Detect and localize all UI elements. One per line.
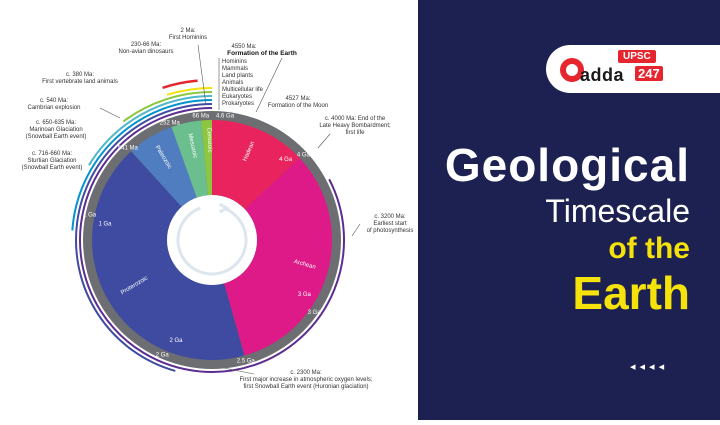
anno-hominins-line: 2 Ma:	[180, 28, 195, 34]
ga-tick-label: 4 Ga	[297, 153, 311, 159]
anno-moon-line: Formation of the Moon	[268, 103, 328, 109]
leader-line	[317, 133, 331, 149]
anno-dinosaurs: 230-66 Ma: Non-avian dinosaurs	[118, 42, 173, 55]
anno-cambrian: c. 540 Ma: Cambrian explosion	[27, 98, 80, 111]
legend-item: Mammals	[222, 66, 248, 72]
logo-icon-inner	[566, 64, 578, 76]
ga-tick-label: 2.5 Ga	[237, 358, 256, 364]
inner-age-label: 2 Ga	[169, 338, 183, 344]
anno-dinosaurs-line: 230-66 Ma:	[131, 42, 162, 48]
anno-marinoan-line: (Snowball Earth event)	[26, 134, 87, 140]
ga-tick-label: 1 Ga	[83, 213, 97, 219]
cycle-arrow-icon	[176, 206, 248, 276]
arc-multicellular	[71, 99, 213, 231]
anno-formation-title-line: Formation of the Earth	[227, 50, 297, 57]
anno-vertebrate-line: First vertebrate land animals	[42, 79, 118, 85]
anno-formation-title: Formation of the Earth	[227, 50, 297, 57]
sector-archean	[224, 158, 332, 356]
label-archean: Archean	[293, 259, 316, 271]
sector-proterozoic	[91, 151, 245, 361]
title-line-2: Timescale	[545, 193, 690, 229]
anno-marinoan-line: c. 650-635 Ma:	[36, 120, 76, 126]
anno-photosynthesis-line: c. 3200 Ma:	[374, 214, 406, 220]
ga-tick-label: 66 Ma	[192, 114, 209, 120]
sector-mesozoic	[171, 120, 208, 198]
arc-mammals	[166, 87, 213, 96]
anno-bombardment-line: Late Heavy Bombardment;	[319, 123, 391, 129]
anno-cambrian-line: Cambrian explosion	[27, 105, 80, 111]
anno-oxygen: c. 2300 Ma: First major increase in atmos…	[239, 370, 372, 390]
anno-photosynthesis: c. 3200 Ma: Earliest start of photosynthes…	[367, 214, 414, 234]
anno-marinoan: c. 650-635 Ma: Marinoan Glaciation (Snowba…	[26, 120, 87, 140]
arc-prokaryotes	[79, 107, 345, 373]
arc-dinosaurs	[162, 79, 198, 90]
anno-photosynthesis-line: of photosynthesis	[367, 228, 414, 234]
anno-dinosaurs-line: Non-avian dinosaurs	[118, 49, 173, 55]
sector-cenozoic	[201, 120, 212, 196]
anno-vertebrate-line: c. 380 Ma:	[66, 72, 94, 78]
anno-moon: 4527 Ma: Formation of the Moon	[268, 96, 328, 109]
label-mesozoic: Mesozoic	[186, 133, 197, 159]
sector-paleozoic	[131, 127, 197, 207]
label-cenozoic: Cenozoic	[205, 127, 212, 152]
anno-oxygen-line: first Snowball Earth event (Huronian gla…	[243, 384, 368, 390]
arc-land-plants	[122, 91, 213, 123]
anno-photosynthesis-line: Earliest start	[373, 221, 407, 227]
anno-hominins: 2 Ma: First Hominins	[169, 28, 207, 41]
anno-bombardment-line: first life	[345, 130, 365, 136]
arc-eukaryotes	[75, 103, 213, 372]
anno-oxygen-line: c. 2300 Ma:	[290, 370, 322, 376]
anno-bombardment-line: c. 4000 Ma: End of the	[325, 116, 386, 122]
title-line-1: Geological	[444, 139, 690, 191]
ga-tick-label: 252 Ma	[160, 120, 181, 126]
anno-sturtian-line: c. 716-660 Ma:	[32, 151, 72, 157]
anno-bombardment: c. 4000 Ma: End of the Late Heavy Bombard…	[319, 116, 391, 136]
sector-hadean	[212, 120, 300, 210]
anno-marinoan-line: Marinoan Glaciation	[29, 127, 82, 133]
anno-moon-line: 4527 Ma:	[285, 96, 310, 102]
cycle-arrowhead-icon	[218, 202, 230, 214]
inner-age-label: 3 Ga	[298, 292, 312, 298]
legend-item: Eukaryotes	[222, 94, 252, 100]
center-disk	[167, 195, 257, 285]
inner-age-label: 1 Ga	[98, 221, 112, 227]
anno-formation-age: 4550 Ma:	[231, 44, 256, 50]
legend-item: Land plants	[222, 73, 253, 79]
legend-item: Animals	[222, 80, 243, 86]
leader-line	[99, 107, 121, 119]
ga-tick-label: 4.6 Ga	[216, 114, 235, 120]
upsc-badge: UPSC	[618, 50, 656, 63]
legend-item: Hominins	[222, 59, 247, 65]
brand-number: 247	[635, 66, 663, 81]
arc-animals	[88, 95, 213, 166]
leader-line	[255, 57, 283, 113]
anno-hominins-line: First Hominins	[169, 35, 207, 41]
legend-item: Prokaryotes	[222, 101, 254, 107]
anno-cambrian-line: c. 540 Ma:	[40, 98, 68, 104]
leader-line	[351, 223, 361, 237]
ga-tick-label: 2 Ga	[156, 353, 170, 359]
leader-line	[223, 367, 255, 375]
anno-vertebrate: c. 380 Ma: First vertebrate land animals	[42, 72, 118, 85]
anno-formation-age-line: 4550 Ma:	[231, 44, 256, 50]
infographic-panel: Hadean Archean Proterozoic Paleozoic Mesozoi…	[21, 28, 414, 390]
anno-sturtian-line: Sturtian Glaciation	[27, 158, 76, 164]
anno-sturtian: c. 716-660 Ma: Sturtian Glaciation (Snowba…	[22, 151, 83, 171]
arrow-decoration: ◂◂◂◂	[630, 361, 669, 373]
anno-sturtian-line: (Snowball Earth event)	[22, 165, 83, 171]
ga-tick-label: 541 Ma	[118, 146, 139, 152]
title-line-4: Earth	[572, 267, 690, 319]
inner-age-label: 4 Ga	[279, 157, 293, 163]
leader-line	[197, 44, 207, 106]
ga-tick-label: 3 Ga	[308, 310, 322, 316]
brand-name: adda	[580, 65, 625, 85]
title-line-3: of the	[608, 232, 690, 265]
legend-item: Multicellular life	[222, 87, 264, 93]
life-arcs	[71, 79, 345, 373]
anno-oxygen-line: First major increase in atmospheric oxyg…	[239, 377, 372, 383]
